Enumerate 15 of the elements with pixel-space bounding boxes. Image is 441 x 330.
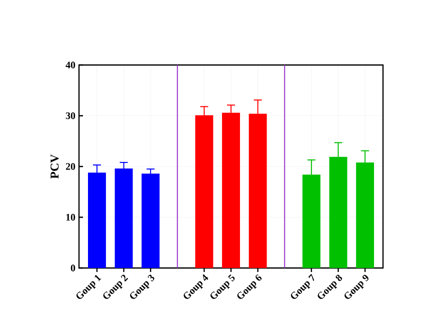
y-axis-title: PCV xyxy=(50,154,59,179)
bar xyxy=(222,112,240,268)
y-tick-label: 0 xyxy=(70,264,76,272)
bar xyxy=(195,115,214,268)
bar xyxy=(142,174,160,268)
bar xyxy=(248,114,267,268)
bar xyxy=(114,168,133,268)
bar xyxy=(329,156,348,268)
y-tick-label: 30 xyxy=(66,112,76,120)
bar xyxy=(88,172,106,268)
y-tick-label: 20 xyxy=(66,163,76,170)
bar xyxy=(356,162,374,268)
y-tick-label: 10 xyxy=(66,214,76,221)
bar xyxy=(302,174,320,268)
y-tick-label: 40 xyxy=(66,62,76,68)
